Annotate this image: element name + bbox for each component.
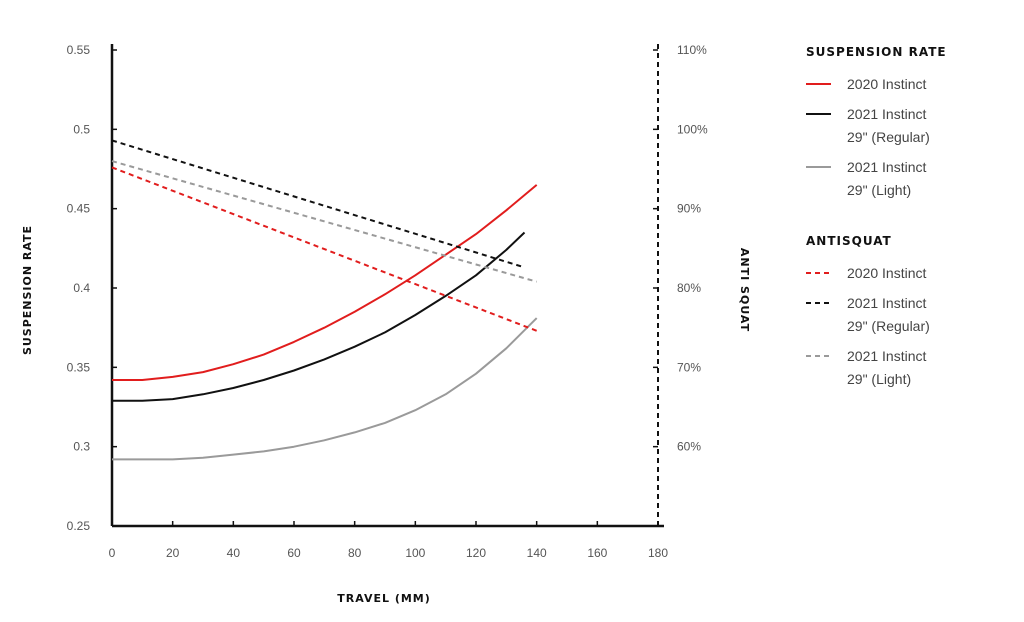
y-tick-label: 0.35 bbox=[67, 360, 91, 374]
y-tick-label: 0.55 bbox=[67, 43, 91, 57]
legend-label-line2: 29" (Regular) bbox=[847, 129, 930, 145]
x-tick-label: 160 bbox=[587, 546, 607, 560]
axes-layer: 0 20 40 60 80 100 120 140 160 180 0.25 0.3 0.35 0.4 0.… bbox=[67, 43, 708, 560]
x-tick-label: 40 bbox=[227, 546, 241, 560]
x-tick-label: 180 bbox=[648, 546, 668, 560]
x-axis-title: TRAVEL (MM) bbox=[337, 592, 431, 605]
legend-label: 2020 Instinct bbox=[847, 265, 926, 281]
legend-label: 2021 Instinct bbox=[847, 295, 926, 311]
series-layer bbox=[111, 139, 538, 461]
y2-tick-label: 80% bbox=[677, 281, 701, 295]
legend-label-line2: 29" (Light) bbox=[847, 371, 911, 387]
series-line-antisquat-5 bbox=[111, 160, 537, 283]
y2-axis-title: ANTI SQUAT bbox=[738, 248, 751, 332]
x-tick-label: 0 bbox=[109, 546, 116, 560]
series-line-antisquat-3 bbox=[111, 166, 538, 332]
y2-tick-label: 90% bbox=[677, 202, 701, 216]
y-tick-label: 0.45 bbox=[67, 202, 91, 216]
legend-label: 2021 Instinct bbox=[847, 348, 926, 364]
series-line-suspension-2 bbox=[112, 317, 538, 461]
legend-label: 2021 Instinct bbox=[847, 159, 926, 175]
y-tick-label: 0.4 bbox=[73, 281, 90, 295]
x-tick-label: 80 bbox=[348, 546, 362, 560]
x-tick-label: 140 bbox=[527, 546, 547, 560]
series-line-suspension-0 bbox=[112, 184, 538, 381]
y-tick-label: 0.5 bbox=[73, 122, 90, 136]
y2-tick-label: 100% bbox=[677, 122, 708, 136]
y-axis-title: SUSPENSION RATE bbox=[21, 225, 34, 355]
y2-tick-label: 110% bbox=[677, 43, 707, 57]
x-tick-label: 20 bbox=[166, 546, 180, 560]
series-line-suspension-1 bbox=[112, 231, 526, 402]
y-tick-label: 0.3 bbox=[73, 440, 90, 454]
y2-tick-label: 60% bbox=[677, 440, 701, 454]
legend-group-title: ANTISQUAT bbox=[806, 234, 892, 248]
y-tick-label: 0.25 bbox=[67, 519, 91, 533]
legend-label: 2020 Instinct bbox=[847, 76, 926, 92]
legend-label-line2: 29" (Regular) bbox=[847, 318, 930, 334]
series-line-antisquat-4 bbox=[111, 139, 525, 269]
legend-label: 2021 Instinct bbox=[847, 106, 926, 122]
x-tick-label: 100 bbox=[405, 546, 425, 560]
x-tick-label: 60 bbox=[287, 546, 301, 560]
y2-tick-label: 70% bbox=[677, 360, 701, 374]
legend-group-title: SUSPENSION RATE bbox=[806, 45, 947, 59]
legend: SUSPENSION RATE 2020 Instinct 2021 Instinc… bbox=[806, 45, 947, 387]
x-tick-label: 120 bbox=[466, 546, 486, 560]
legend-label-line2: 29" (Light) bbox=[847, 182, 911, 198]
